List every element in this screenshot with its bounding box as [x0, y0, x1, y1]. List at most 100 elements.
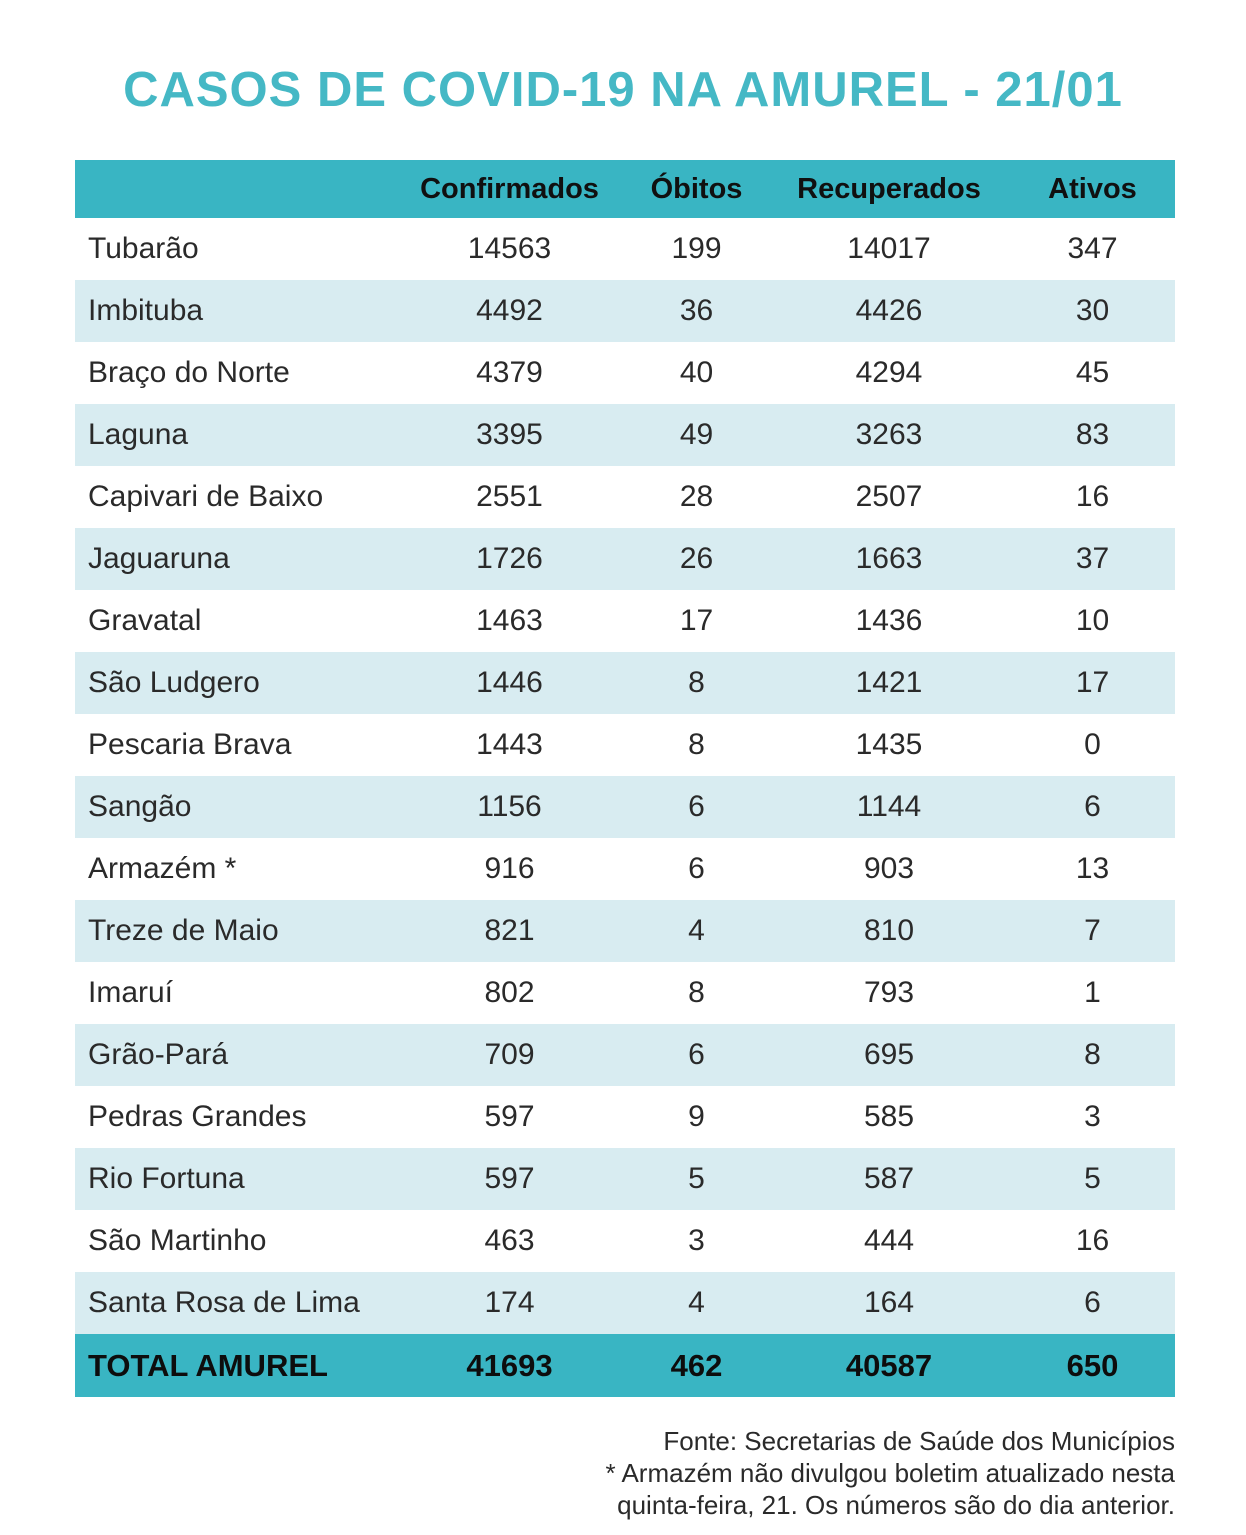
cell-obitos: 40 — [679, 356, 714, 389]
cell-confirmados: 14563 — [467, 232, 552, 265]
cell-confirmados: 4379 — [476, 356, 543, 389]
cell-recuperados: 1144 — [856, 790, 922, 823]
table-row: São Ludgero 1446 8 1421 17 — [75, 652, 1175, 714]
cell-ativos: 17 — [1075, 666, 1110, 699]
cell-confirmados: 1156 — [477, 790, 542, 823]
cell-recuperados: 1436 — [855, 604, 923, 637]
cell-obitos: 199 — [671, 232, 722, 265]
cell-confirmados: 916 — [484, 852, 535, 885]
cell-obitos: 8 — [688, 728, 705, 761]
cell-recuperados: 444 — [863, 1224, 915, 1257]
cell-recuperados: 3263 — [855, 418, 923, 451]
municipality-name: Laguna — [88, 418, 189, 451]
cell-obitos: 9 — [688, 1100, 705, 1133]
municipality-name: Treze de Maio — [88, 914, 279, 947]
cell-confirmados: 1446 — [476, 666, 543, 699]
cell-confirmados: 4492 — [476, 294, 543, 327]
cell-obitos: 5 — [688, 1162, 705, 1195]
cell-confirmados: 174 — [484, 1286, 535, 1319]
municipality-name: Grão-Pará — [88, 1038, 229, 1071]
municipality-name: Armazém * — [88, 852, 237, 885]
cell-recuperados: 1435 — [855, 728, 923, 761]
cell-recuperados: 14017 — [847, 232, 931, 265]
municipality-name: Pedras Grandes — [88, 1100, 307, 1133]
cell-recuperados: 903 — [863, 852, 915, 885]
cell-recuperados: 4426 — [855, 294, 923, 327]
table-row: Pedras Grandes 597 9 585 3 — [75, 1086, 1175, 1148]
table-row: Treze de Maio 821 4 810 7 — [75, 900, 1175, 962]
table-total-row: TOTAL AMUREL 41693 462 40587 650 — [75, 1334, 1175, 1397]
cell-ativos: 347 — [1067, 232, 1118, 265]
cell-confirmados: 463 — [484, 1224, 535, 1257]
cell-ativos: 45 — [1075, 356, 1110, 389]
column-header-obitos: Óbitos — [650, 172, 743, 205]
table-row: Gravatal 1463 17 1436 10 — [75, 590, 1175, 652]
cell-ativos: 7 — [1084, 914, 1101, 947]
total-label: TOTAL AMUREL — [88, 1347, 328, 1383]
cell-obitos: 3 — [688, 1224, 705, 1257]
column-header-confirmados: Confirmados — [420, 172, 599, 205]
cell-confirmados: 597 — [484, 1162, 535, 1195]
table-body: Tubarão 14563 199 14017 347 Imbituba 4492 36 442… — [75, 218, 1175, 1334]
cell-recuperados: 1663 — [855, 542, 923, 575]
cell-ativos: 13 — [1075, 852, 1110, 885]
table-row: São Martinho 463 3 444 16 — [75, 1210, 1175, 1272]
municipality-name: Sangão — [88, 790, 192, 823]
footnote-line-armazem-2: quinta-feira, 21. Os números são do dia … — [617, 1490, 1175, 1520]
municipality-name: Imaruí — [88, 976, 174, 1009]
cell-obitos: 36 — [679, 294, 714, 327]
cell-obitos: 4 — [688, 1286, 705, 1319]
cell-confirmados: 1443 — [476, 728, 543, 761]
cell-confirmados: 1726 — [476, 542, 543, 575]
table-row: Laguna 3395 49 3263 83 — [75, 404, 1175, 466]
table-row: Imaruí 802 8 793 1 — [75, 962, 1175, 1024]
municipality-name: Capivari de Baixo — [88, 480, 324, 513]
cell-confirmados: 1463 — [476, 604, 543, 637]
cell-ativos: 6 — [1084, 790, 1101, 823]
table-row: Santa Rosa de Lima 174 4 164 6 — [75, 1272, 1175, 1334]
cell-obitos: 4 — [688, 914, 705, 947]
footnote-line-source: Fonte: Secretarias de Saúde dos Municípi… — [663, 1426, 1175, 1456]
table-row: Pescaria Brava 1443 8 1435 0 — [75, 714, 1175, 776]
cell-ativos: 8 — [1084, 1038, 1101, 1071]
cell-obitos: 8 — [688, 976, 705, 1009]
cell-recuperados: 164 — [863, 1286, 915, 1319]
table-row: Armazém * 916 6 903 13 — [75, 838, 1175, 900]
cell-recuperados: 2507 — [855, 480, 923, 513]
cell-ativos: 6 — [1084, 1286, 1101, 1319]
cell-obitos: 6 — [688, 1038, 705, 1071]
total-ativos: 650 — [1066, 1347, 1119, 1383]
column-header-recuperados: Recuperados — [797, 172, 981, 205]
cell-obitos: 28 — [679, 480, 714, 513]
cell-ativos: 16 — [1075, 1224, 1110, 1257]
table-row: Jaguaruna 1726 26 1663 37 — [75, 528, 1175, 590]
cell-ativos: 0 — [1084, 728, 1101, 761]
municipality-name: Gravatal — [88, 604, 202, 637]
cell-obitos: 49 — [679, 418, 714, 451]
table-row: Tubarão 14563 199 14017 347 — [75, 218, 1175, 280]
cell-obitos: 8 — [688, 666, 705, 699]
cell-ativos: 3 — [1084, 1100, 1101, 1133]
total-confirmados: 41693 — [466, 1347, 553, 1383]
municipality-name: Imbituba — [88, 294, 204, 327]
cell-recuperados: 1421 — [855, 666, 923, 699]
cell-obitos: 6 — [688, 790, 705, 823]
municipality-name: São Martinho — [88, 1224, 267, 1257]
cell-recuperados: 4294 — [855, 356, 923, 389]
cell-obitos: 6 — [688, 852, 705, 885]
cell-ativos: 16 — [1075, 480, 1110, 513]
municipality-name: Braço do Norte — [88, 356, 290, 389]
cell-ativos: 5 — [1084, 1162, 1101, 1195]
cell-confirmados: 3395 — [476, 418, 543, 451]
cell-ativos: 10 — [1075, 604, 1110, 637]
footnote-line-armazem-1: * Armazém não divulgou boletim atualizad… — [605, 1458, 1175, 1488]
cell-confirmados: 802 — [484, 976, 535, 1009]
municipality-name: São Ludgero — [88, 666, 260, 699]
cell-recuperados: 695 — [863, 1038, 915, 1071]
municipality-name: Tubarão — [88, 232, 199, 265]
cell-obitos: 17 — [679, 604, 714, 637]
cell-confirmados: 821 — [484, 914, 535, 947]
table-row: Sangão 1156 6 1144 6 — [75, 776, 1175, 838]
cell-recuperados: 810 — [863, 914, 915, 947]
